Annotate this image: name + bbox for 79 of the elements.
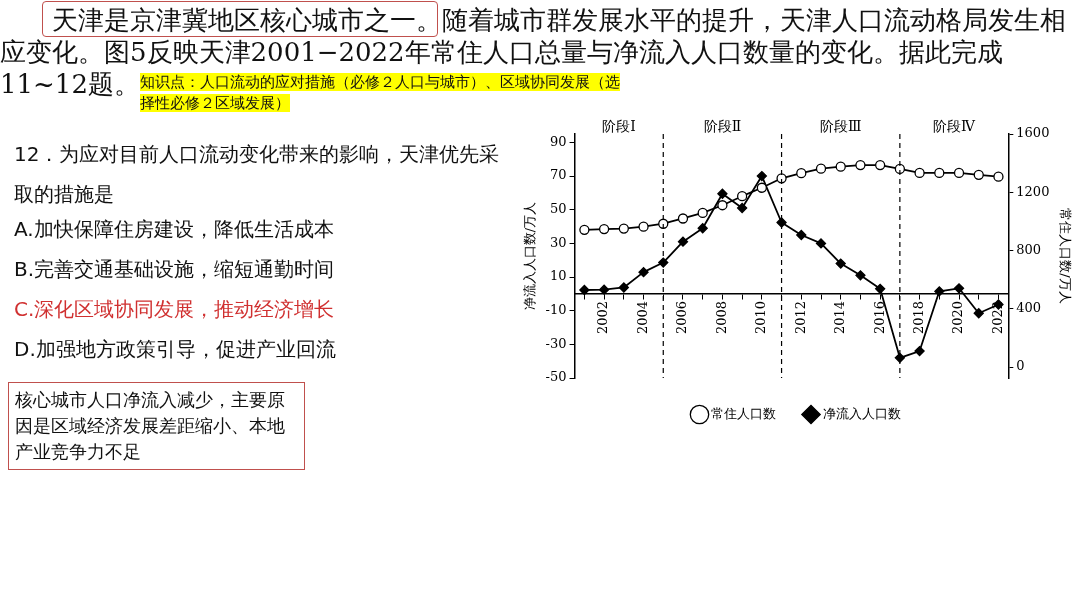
point xyxy=(934,286,945,297)
point xyxy=(815,238,827,249)
y2-tick-label: 1200 xyxy=(1016,183,1050,199)
point xyxy=(697,207,708,219)
y2-tick-label: 1600 xyxy=(1016,125,1050,141)
point xyxy=(756,170,767,182)
point xyxy=(875,283,886,294)
x-tick-label: 2018 xyxy=(910,300,926,334)
point xyxy=(579,284,590,296)
point xyxy=(756,182,767,193)
point xyxy=(815,163,827,174)
text: 阶段Ⅳ xyxy=(933,117,977,134)
y-tick-label: 30 xyxy=(549,234,567,250)
point xyxy=(598,284,610,295)
point xyxy=(736,202,748,214)
point xyxy=(658,218,669,229)
point xyxy=(638,221,649,232)
text: B.完善交通基础设施，缩短通勤时间 xyxy=(14,256,336,283)
text: D.加强地方政策引导，促进产业回流 xyxy=(14,336,337,363)
point xyxy=(796,168,807,179)
x-tick-label: 2002 xyxy=(595,300,611,334)
y2-axis-title: 常住人口数/万人 xyxy=(1057,208,1073,304)
point xyxy=(717,200,728,211)
y-tick-label: 50 xyxy=(549,201,567,217)
x-tick-label: 2004 xyxy=(634,300,650,334)
point xyxy=(796,229,807,241)
point xyxy=(776,173,787,184)
x-tick-label: 2012 xyxy=(792,300,808,334)
x-tick-label: 2016 xyxy=(871,300,887,334)
y-tick-label: -50 xyxy=(545,369,567,385)
point xyxy=(835,258,846,269)
point xyxy=(579,224,590,235)
x-tick-label: 2006 xyxy=(674,300,690,334)
point xyxy=(835,161,846,172)
point xyxy=(598,223,610,235)
point xyxy=(973,308,984,319)
text: 12．为应对目前人口流动变化带来的影响，天津优先采取的措施是 xyxy=(14,141,501,208)
point xyxy=(973,169,984,180)
y-axis-title: 净流入人口数/万人 xyxy=(522,201,538,311)
y-tick-label: 90 xyxy=(549,133,567,149)
point xyxy=(638,267,649,278)
y2-tick-label: 800 xyxy=(1016,241,1042,257)
text: 阶段Ⅱ xyxy=(703,117,742,134)
text: 知识点：人口流动的应对措施（必修２人口与城市）、区域协同发展（选择性必修２区域发展） xyxy=(139,73,620,112)
text: 核心城市人口净流入减少，主要原因是区域经济发展差距缩小、本地产业竞争力不足 xyxy=(8,382,305,470)
point xyxy=(776,217,787,228)
point xyxy=(618,223,629,234)
text: C.深化区域协同发展，推动经济增长 xyxy=(14,296,336,323)
text: 阶段Ⅲ xyxy=(819,117,862,134)
x-tick-label: 2020 xyxy=(950,300,966,334)
text: 阶段Ⅰ xyxy=(602,117,636,134)
point xyxy=(953,283,965,294)
point xyxy=(618,282,629,293)
point xyxy=(914,345,925,357)
point xyxy=(855,159,866,171)
point xyxy=(697,223,708,234)
point xyxy=(658,257,669,268)
legend-label: 常住人口数 xyxy=(711,405,776,421)
point xyxy=(993,171,1004,182)
legend-label: 净流入人口数 xyxy=(822,405,901,421)
point xyxy=(953,167,965,179)
y-tick-label: -10 xyxy=(545,302,567,318)
x-tick-label: 2010 xyxy=(753,300,769,334)
text: A.加快保障住房建设，降低生活成本 xyxy=(14,216,335,243)
y2-tick-label: 400 xyxy=(1016,300,1042,316)
y2-tick-label: 0 xyxy=(1016,358,1025,374)
point xyxy=(736,191,748,202)
point xyxy=(677,236,689,247)
y-tick-label: 10 xyxy=(549,268,567,284)
point xyxy=(855,270,866,281)
x-tick-label: 2014 xyxy=(832,300,848,334)
point xyxy=(875,159,886,171)
x-tick-label: 2008 xyxy=(713,300,729,334)
y-tick-label: -30 xyxy=(545,335,567,351)
point xyxy=(677,213,689,224)
point xyxy=(914,167,925,179)
point xyxy=(717,188,728,199)
y-tick-label: 70 xyxy=(549,167,567,183)
point xyxy=(934,167,945,179)
